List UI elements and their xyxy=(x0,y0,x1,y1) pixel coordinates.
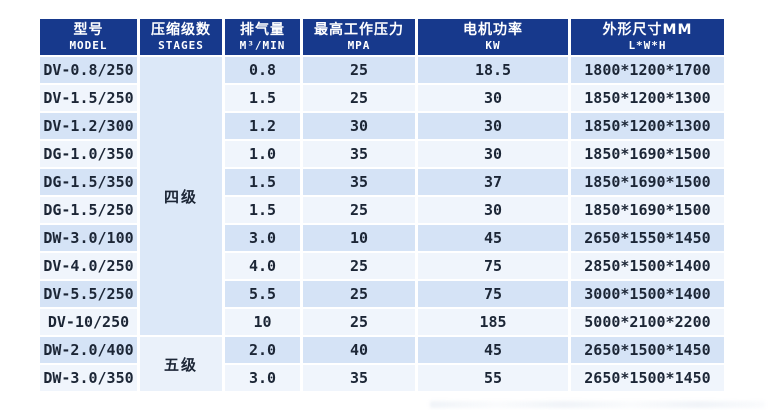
table-row: DG-1.5/350 1.5 35 37 1850*1690*1500 xyxy=(40,169,724,195)
cell-power: 18.5 xyxy=(418,57,568,83)
cell-power: 45 xyxy=(418,225,568,251)
cell-pressure: 25 xyxy=(303,281,415,307)
cell-displacement: 4.0 xyxy=(225,253,300,279)
col-header-dimensions-zh: 外形尺寸MM xyxy=(602,22,693,38)
cell-displacement: 3.0 xyxy=(225,365,300,391)
table-row: DW-3.0/100 3.0 10 45 2650*1550*1450 xyxy=(40,225,724,251)
header-row: 型号 MODEL 压缩级数 STAGES 排气量 M³/MIN 最高工作压力 M… xyxy=(40,19,724,55)
cell-model: DV-0.8/250 xyxy=(40,57,137,83)
cell-dimensions: 2650*1500*1450 xyxy=(571,365,724,391)
cell-model: DW-3.0/100 xyxy=(40,225,137,251)
cell-dimensions: 1850*1690*1500 xyxy=(571,169,724,195)
cell-dimensions: 1850*1200*1300 xyxy=(571,113,724,139)
compressor-spec-table: 型号 MODEL 压缩级数 STAGES 排气量 M³/MIN 最高工作压力 M… xyxy=(37,17,727,393)
cell-power: 75 xyxy=(418,281,568,307)
cell-stage-five: 五级 xyxy=(140,337,222,391)
cell-power: 30 xyxy=(418,113,568,139)
cell-displacement: 1.2 xyxy=(225,113,300,139)
col-header-displacement-zh: 排气量 xyxy=(240,22,285,38)
cell-model: DV-1.5/250 xyxy=(40,85,137,111)
cell-model: DG-1.0/350 xyxy=(40,141,137,167)
cell-dimensions: 1850*1690*1500 xyxy=(571,197,724,223)
cell-displacement: 5.5 xyxy=(225,281,300,307)
bottom-ghost-artifact xyxy=(430,401,765,408)
cell-power: 55 xyxy=(418,365,568,391)
table-row: DV-4.0/250 4.0 25 75 2850*1500*1400 xyxy=(40,253,724,279)
cell-pressure: 35 xyxy=(303,365,415,391)
col-header-model-en: MODEL xyxy=(69,39,108,52)
col-header-power-en: KW xyxy=(485,39,501,52)
cell-dimensions: 3000*1500*1400 xyxy=(571,281,724,307)
cell-model: DW-2.0/400 xyxy=(40,337,137,363)
cell-model: DV-5.5/250 xyxy=(40,281,137,307)
cell-power: 185 xyxy=(418,309,568,335)
cell-dimensions: 2650*1550*1450 xyxy=(571,225,724,251)
cell-model: DG-1.5/250 xyxy=(40,197,137,223)
col-header-stages-en: STAGES xyxy=(158,39,204,52)
table-row: DV-5.5/250 5.5 25 75 3000*1500*1400 xyxy=(40,281,724,307)
cell-pressure: 25 xyxy=(303,85,415,111)
cell-model: DV-1.2/300 xyxy=(40,113,137,139)
table-row: DW-2.0/400 五级 2.0 40 45 2650*1500*1450 xyxy=(40,337,724,391)
compressor-spec-table-wrap: 型号 MODEL 压缩级数 STAGES 排气量 M³/MIN 最高工作压力 M… xyxy=(37,17,727,393)
cell-pressure: 25 xyxy=(303,309,415,335)
col-header-power: 电机功率 KW xyxy=(418,19,568,55)
cell-displacement: 10 xyxy=(225,309,300,335)
cell-displacement: 1.5 xyxy=(225,85,300,111)
table-row: DG-1.0/350 1.0 35 30 1850*1690*1500 xyxy=(40,141,724,167)
table-row: DV-10/250 10 25 185 5000*2100*2200 xyxy=(40,309,724,335)
cell-model: DV-10/250 xyxy=(40,309,137,335)
cell-model: DG-1.5/350 xyxy=(40,169,137,195)
table-row: DV-1.2/300 1.2 30 30 1850*1200*1300 xyxy=(40,113,724,139)
cell-displacement: 1.5 xyxy=(225,169,300,195)
col-header-power-zh: 电机功率 xyxy=(463,22,523,38)
cell-pressure: 30 xyxy=(303,113,415,139)
table-row: DV-1.5/250 1.5 25 30 1850*1200*1300 xyxy=(40,85,724,111)
cell-pressure: 10 xyxy=(303,225,415,251)
cell-power: 45 xyxy=(418,337,568,363)
cell-dimensions: 1800*1200*1700 xyxy=(571,57,724,83)
cell-pressure: 35 xyxy=(303,141,415,167)
cell-dimensions: 2850*1500*1400 xyxy=(571,253,724,279)
col-header-stages: 压缩级数 STAGES xyxy=(140,19,222,55)
table-row: DG-1.5/250 1.5 25 30 1850*1690*1500 xyxy=(40,197,724,223)
cell-power: 37 xyxy=(418,169,568,195)
col-header-pressure: 最高工作压力 MPA xyxy=(303,19,415,55)
table-row: DV-0.8/250 四级 0.8 25 18.5 1800*1200*1700 xyxy=(40,57,724,335)
cell-displacement: 2.0 xyxy=(225,337,300,363)
cell-power: 30 xyxy=(418,141,568,167)
table-header: 型号 MODEL 压缩级数 STAGES 排气量 M³/MIN 最高工作压力 M… xyxy=(40,19,724,55)
table-row: DW-3.0/350 3.0 35 55 2650*1500*1450 xyxy=(40,365,724,391)
cell-displacement: 1.5 xyxy=(225,197,300,223)
col-header-model: 型号 MODEL xyxy=(40,19,137,55)
cell-pressure: 25 xyxy=(303,253,415,279)
cell-model: DV-4.0/250 xyxy=(40,253,137,279)
cell-pressure: 25 xyxy=(303,197,415,223)
cell-pressure: 40 xyxy=(303,337,415,363)
cell-dimensions: 1850*1200*1300 xyxy=(571,85,724,111)
cell-pressure: 25 xyxy=(303,57,415,83)
cell-dimensions: 1850*1690*1500 xyxy=(571,141,724,167)
cell-model: DW-3.0/350 xyxy=(40,365,137,391)
col-header-pressure-zh: 最高工作压力 xyxy=(314,22,404,38)
col-header-stages-zh: 压缩级数 xyxy=(151,22,211,38)
table-body: DV-0.8/250 四级 0.8 25 18.5 1800*1200*1700… xyxy=(40,57,724,391)
cell-dimensions: 2650*1500*1450 xyxy=(571,337,724,363)
cell-pressure: 35 xyxy=(303,169,415,195)
cell-displacement: 0.8 xyxy=(225,57,300,83)
cell-power: 30 xyxy=(418,197,568,223)
cell-power: 30 xyxy=(418,85,568,111)
cell-stage-four: 四级 xyxy=(140,57,222,335)
cell-power: 75 xyxy=(418,253,568,279)
cell-displacement: 3.0 xyxy=(225,225,300,251)
col-header-dimensions: 外形尺寸MM L*W*H xyxy=(571,19,724,55)
col-header-displacement: 排气量 M³/MIN xyxy=(225,19,300,55)
col-header-model-zh: 型号 xyxy=(73,22,104,38)
col-header-displacement-en: M³/MIN xyxy=(239,39,286,52)
col-header-dimensions-en: L*W*H xyxy=(628,39,667,52)
col-header-pressure-en: MPA xyxy=(347,39,371,52)
cell-displacement: 1.0 xyxy=(225,141,300,167)
cell-dimensions: 5000*2100*2200 xyxy=(571,309,724,335)
